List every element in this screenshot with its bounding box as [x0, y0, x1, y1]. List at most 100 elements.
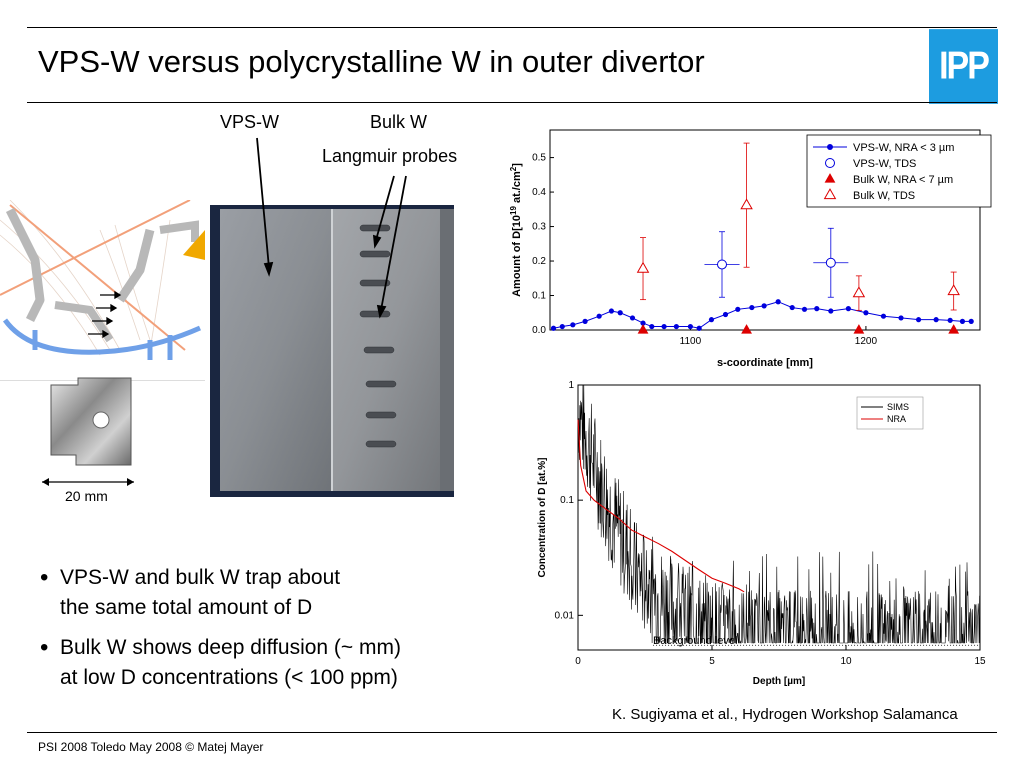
legend-entry: SIMS: [887, 402, 909, 412]
data-point: [617, 310, 623, 316]
data-point: [637, 324, 649, 334]
divertor-sketch: [0, 200, 205, 360]
data-point: [933, 317, 939, 323]
x-tick-label: 1200: [855, 336, 878, 347]
bullet-item: VPS-W and bulk W trap about the same tot…: [40, 563, 401, 623]
data-point: [959, 318, 966, 324]
data-point: [814, 306, 820, 312]
data-point: [898, 315, 904, 321]
data-point: [789, 304, 795, 311]
data-point: [749, 304, 755, 311]
bullet-line: at low D concentrations (< 100 ppm): [60, 666, 398, 689]
data-point: [825, 257, 836, 268]
x-axis-label: s-coordinate [mm]: [717, 357, 813, 369]
data-point: [823, 188, 837, 200]
bullet-line: the same total amount of D: [60, 596, 313, 619]
data-point: [863, 310, 869, 316]
label-pointers: [256, 137, 407, 319]
data-point: [640, 320, 646, 326]
data-point: [722, 311, 729, 318]
data-point: [741, 324, 752, 334]
data-point: [687, 323, 694, 330]
x-tick-label: 0: [575, 656, 581, 667]
y-tick-label: 0.3: [532, 222, 546, 233]
ipp-logo: IPP: [929, 29, 998, 104]
bullet-line: Bulk W shows deep diffusion (~ mm): [60, 636, 401, 659]
data-point: [824, 173, 836, 183]
y-axis-label: Amount of D[1019 at./cm2]: [509, 163, 524, 297]
footer-text: PSI 2008 Toledo May 2008 © Matej Mayer: [38, 740, 264, 754]
data-point: [673, 323, 679, 330]
y-axis-label: Concentration of D [at.%]: [537, 458, 548, 578]
scale-bar-arrow: [42, 478, 134, 486]
data-point: [570, 322, 576, 328]
citation: K. Sugiyama et al., Hydrogen Workshop Sa…: [612, 706, 958, 723]
y-tick-label: 0.5: [532, 153, 546, 164]
data-point: [582, 318, 588, 324]
label-vps-w: VPS-W: [220, 112, 280, 132]
tile-sample-photo: [50, 377, 132, 466]
y-tick-label: 0.1: [532, 291, 546, 302]
y-tick-label: 0.4: [532, 187, 546, 198]
label-langmuir-probes: Langmuir probes: [322, 146, 458, 166]
slide-title: VPS-W versus polycrystalline W in outer …: [38, 44, 705, 79]
data-layer: [550, 142, 974, 334]
data-point: [550, 325, 557, 331]
nra-curve: [577, 419, 745, 593]
plot-frame: [549, 129, 981, 331]
data-point: [559, 323, 565, 330]
x-tick-label: 10: [840, 656, 852, 667]
y-tick-label: 0.2: [532, 256, 546, 267]
legend-entry: Bulk W, TDS: [853, 190, 915, 202]
data-point: [740, 198, 753, 210]
data-point: [629, 315, 636, 321]
data-point: [880, 313, 887, 319]
data-point: [775, 299, 781, 305]
top-rule: [27, 27, 997, 28]
sims-trace: [577, 384, 980, 645]
legend-box: [856, 396, 924, 430]
scale-bar-label: 20 mm: [65, 488, 108, 504]
bullet-list: VPS-W and bulk W trap about the same tot…: [40, 563, 401, 703]
data-point: [948, 324, 960, 334]
y-tick-label: 0.0: [532, 325, 546, 336]
data-point: [761, 303, 767, 309]
data-point: [825, 158, 835, 168]
data-point: [801, 306, 808, 312]
data-point: [735, 306, 741, 312]
legend: VPS-W, NRA < 3 µm VPS-W, TDS Bulk W, NRA <…: [806, 134, 992, 208]
legend-entry: NRA: [887, 414, 906, 424]
data-point: [828, 308, 834, 314]
data-point: [696, 325, 702, 331]
legend: SIMS NRA: [856, 396, 924, 430]
y-tick-label: 1: [568, 380, 574, 391]
data-point: [947, 317, 953, 323]
data-point: [827, 144, 833, 150]
x-tick-label: 5: [709, 656, 715, 667]
data-point: [915, 317, 922, 323]
legend-entry: Bulk W, NRA < 7 µm: [853, 174, 953, 186]
x-axis-label: Depth [µm]: [753, 676, 805, 687]
data-point: [661, 323, 667, 330]
data-point: [608, 308, 615, 314]
label-bulk-w: Bulk W: [370, 112, 428, 132]
data-point: [852, 286, 866, 298]
title-rule: [27, 102, 997, 103]
legend-entry: VPS-W, TDS: [853, 158, 916, 170]
data-point: [947, 284, 960, 296]
data-point: [596, 313, 602, 319]
x-tick-label: 15: [974, 656, 986, 667]
footer-rule: [27, 732, 997, 733]
legend-entry: VPS-W, NRA < 3 µm: [853, 142, 954, 154]
x-tick-label: 1100: [680, 336, 702, 347]
data-point: [717, 259, 727, 270]
bullet-item: Bulk W shows deep diffusion (~ mm) at lo…: [40, 633, 401, 693]
y-tick-label: 0.01: [555, 610, 575, 621]
data-point: [649, 323, 655, 330]
data-point: [708, 317, 715, 323]
y-tick-label: 0.1: [560, 495, 574, 506]
data-point: [636, 261, 650, 273]
plot-frame: [577, 384, 981, 651]
amount-of-d-chart: 0.0 0.1 0.2 0.3 0.4 0.5 1100 1200 s-coordinate […: [509, 129, 992, 369]
